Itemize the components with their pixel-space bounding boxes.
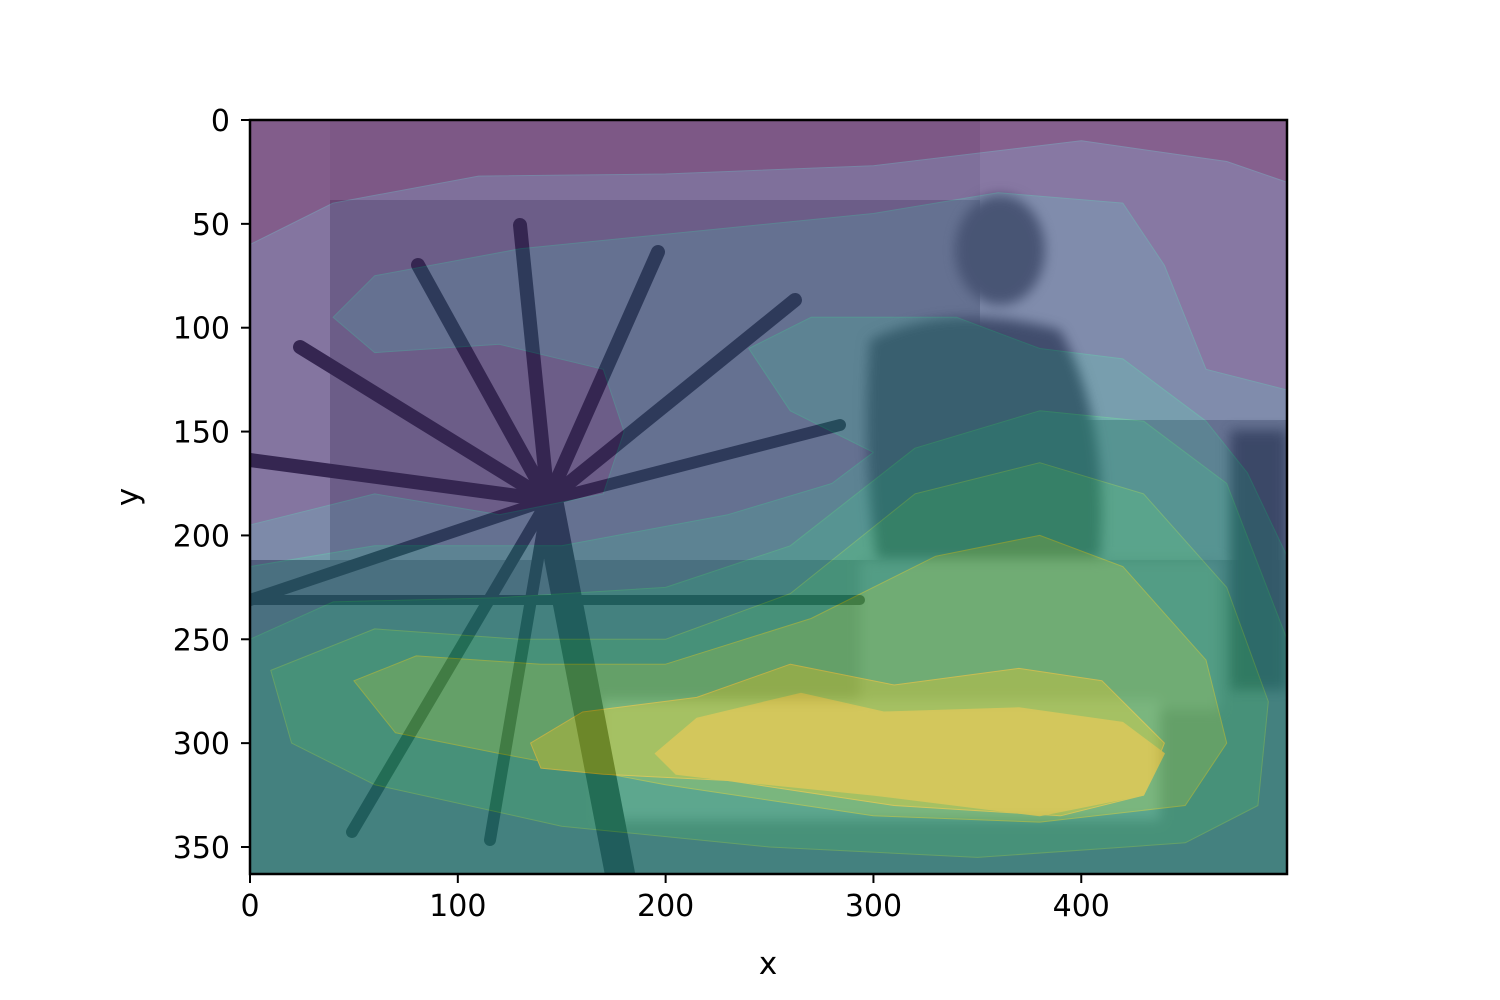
y-axis-label: y (110, 488, 146, 506)
x-tick-label: 300 (845, 889, 902, 924)
x-tick-label: 100 (429, 889, 486, 924)
x-tick-label: 200 (637, 889, 694, 924)
x-tick-label: 400 (1053, 889, 1110, 924)
y-tick-label: 0 (211, 104, 230, 139)
y-tick-label: 350 (173, 831, 230, 866)
density-contours (250, 120, 1287, 874)
x-axis-label: x (759, 946, 777, 982)
density-contour-band (939, 742, 1124, 811)
y-tick-label: 150 (173, 416, 230, 451)
y-tick-label: 300 (173, 727, 230, 762)
x-axis: 0 100 200 300 400 (240, 874, 1110, 924)
y-tick-label: 200 (173, 519, 230, 554)
y-axis: 0 50 100 150 200 250 300 350 (173, 104, 250, 866)
x-tick-label: 0 (240, 889, 259, 924)
y-tick-label: 100 (173, 312, 230, 347)
plot-area (250, 120, 1287, 874)
y-tick-label: 50 (192, 208, 230, 243)
axes-frame (248, 118, 1289, 876)
y-tick-label: 250 (173, 623, 230, 658)
